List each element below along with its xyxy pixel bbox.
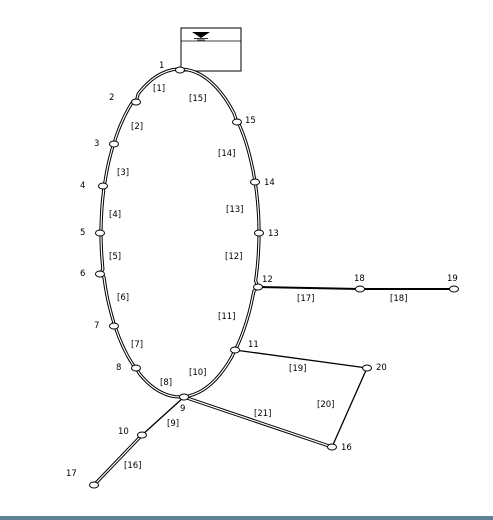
node-label-14: 14 [264,178,275,188]
pipe-p13 [254,181,260,233]
node-3[interactable] [109,140,119,148]
pipe-label-p14: [14] [218,149,235,159]
pipe-label-p5: [5] [109,252,121,262]
pipe-label-p4: [4] [109,210,121,220]
node-label-2: 2 [109,93,114,103]
pipe-p2 [113,100,137,145]
node-18[interactable] [355,285,365,293]
node-9[interactable] [179,393,189,401]
node-label-6: 6 [80,269,85,279]
pipe-label-p6: [6] [117,293,129,303]
pipe-p9 [141,396,185,436]
node-label-19: 19 [447,274,458,284]
node-6[interactable] [95,270,105,278]
pipe-p1 [135,68,181,103]
pipe-p12 [254,233,260,288]
pipe-p6 [99,273,115,327]
nodes-layer [89,66,459,489]
node-label-9: 9 [180,404,185,414]
pipe-label-p1: [1] [153,84,165,94]
pipe-label-p15: [15] [189,94,206,104]
pipe-label-p13: [13] [226,205,243,215]
node-10[interactable] [137,431,147,439]
node-16[interactable] [327,443,337,451]
pipe-p20 [331,367,368,448]
node-2[interactable] [131,98,141,106]
node-label-12: 12 [262,275,273,285]
pipe-label-p17: [17] [297,294,314,304]
node-label-3: 3 [94,139,99,149]
pipe-p7 [113,325,137,369]
node-11[interactable] [230,346,240,354]
pipe-label-p19: [19] [289,364,306,374]
node-label-8: 8 [116,363,121,373]
node-4[interactable] [98,182,108,190]
pipe-p21 [183,396,333,448]
node-5[interactable] [95,229,105,237]
node-label-10: 10 [118,427,129,437]
node-1[interactable] [175,66,185,74]
pipe-p14 [236,121,256,183]
pipe-label-p2: [2] [131,122,143,132]
node-14[interactable] [250,178,260,186]
node-label-1: 1 [159,61,164,71]
pipe-p15 [179,68,238,123]
pipe-p8 [135,367,184,398]
pipe-labels-layer: [1] [2] [3] [4] [5] [6] [7] [8] [9] [10] [11] [12] [… [109,84,407,471]
node-15[interactable] [232,118,242,126]
pipe-p3 [102,143,115,187]
pipe-label-p18: [18] [390,294,407,304]
pipe-label-p7: [7] [131,340,143,350]
pipe-p11 [234,286,259,351]
pipe-p10 [183,349,236,398]
pipe-label-p20: [20] [317,400,334,410]
pipe-label-p10: [10] [189,368,206,378]
pipe-p14-outline [235,121,257,183]
pipe-label-p16: [16] [124,461,141,471]
pipe-label-p11: [11] [218,312,235,322]
node-20[interactable] [362,364,372,372]
pipe-p16 [93,434,143,486]
node-17[interactable] [89,481,99,489]
pipe-p4 [99,185,105,234]
node-label-13: 13 [268,229,279,239]
node-13[interactable] [254,229,264,237]
node-label-18: 18 [354,274,365,284]
node-label-15: 15 [245,116,256,126]
node-label-16: 16 [341,443,352,453]
pipe-p5 [99,232,104,275]
node-label-5: 5 [80,228,85,238]
pipe-label-p3: [3] [117,168,129,178]
pipes-layer [92,67,454,487]
node-label-20: 20 [376,363,387,373]
node-label-17: 17 [66,469,77,479]
pipe-label-p8: [8] [160,378,172,388]
node-label-4: 4 [80,181,85,191]
pipe-p19 [234,349,368,369]
node-label-7: 7 [94,321,99,331]
window-bottom-border [0,516,493,520]
node-8[interactable] [131,364,141,372]
node-label-11: 11 [248,340,259,350]
pipe-label-p21: [21] [254,409,271,419]
node-12[interactable] [253,283,263,291]
pipe-label-p9: [9] [167,419,179,429]
pipe-label-p12: [12] [225,252,242,262]
reservoir-icon [180,27,242,72]
node-7[interactable] [109,322,119,330]
pipe-p17 [257,286,361,290]
node-19[interactable] [449,285,459,293]
